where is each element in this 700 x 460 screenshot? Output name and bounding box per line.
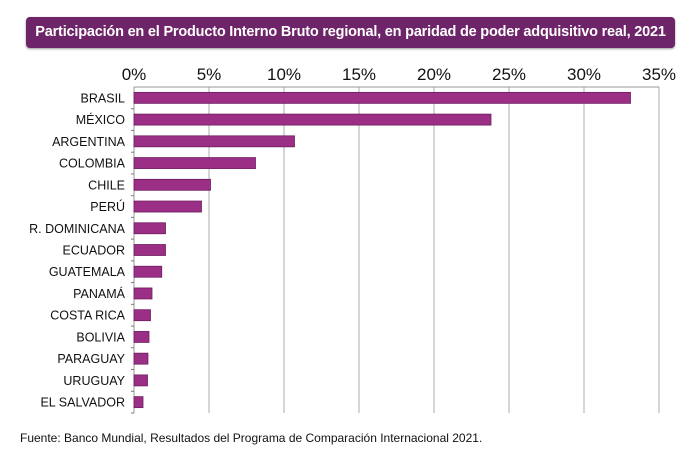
bar <box>133 331 150 343</box>
category-label: COSTA RICA <box>50 309 125 323</box>
category-label: R. DOMINICANA <box>29 222 126 236</box>
bar <box>133 178 211 191</box>
bar <box>133 91 631 104</box>
x-tick-label: 25% <box>492 65 526 84</box>
x-tick-label: 30% <box>567 65 601 84</box>
bar <box>133 157 256 169</box>
category-label: ECUADOR <box>62 244 125 258</box>
bar <box>133 396 144 409</box>
x-tick-label: 20% <box>417 65 451 84</box>
category-label: PERÚ <box>90 199 125 214</box>
bar <box>133 135 295 148</box>
bar <box>133 309 151 322</box>
category-label: EL SALVADOR <box>40 396 125 410</box>
source-note: Fuente: Banco Mundial, Resultados del Pr… <box>20 431 483 445</box>
category-label: CHILE <box>88 178 125 192</box>
category-label: BRASIL <box>81 91 126 105</box>
bar <box>133 352 149 365</box>
x-tick-label: 35% <box>642 65 676 84</box>
bar <box>133 222 166 235</box>
bar <box>133 287 153 300</box>
chart-title: Participación en el Producto Interno Bru… <box>26 17 675 48</box>
bar <box>133 374 148 387</box>
category-label: URUGUAY <box>63 374 125 388</box>
bar <box>133 244 166 256</box>
x-tick-label: 15% <box>342 65 376 84</box>
category-label: GUATEMALA <box>49 265 126 279</box>
x-tick-label: 5% <box>197 65 222 84</box>
bar <box>133 200 202 213</box>
bar <box>133 265 163 278</box>
category-label: ARGENTINA <box>52 135 126 149</box>
bar <box>133 113 492 126</box>
category-label: MÉXICO <box>76 112 126 127</box>
x-tick-label: 0% <box>122 65 147 84</box>
category-label: COLOMBIA <box>59 157 126 171</box>
category-label: PANAMÁ <box>73 286 126 301</box>
category-label: PARAGUAY <box>57 352 125 366</box>
category-label: BOLIVIA <box>76 330 125 344</box>
x-tick-label: 10% <box>267 65 301 84</box>
